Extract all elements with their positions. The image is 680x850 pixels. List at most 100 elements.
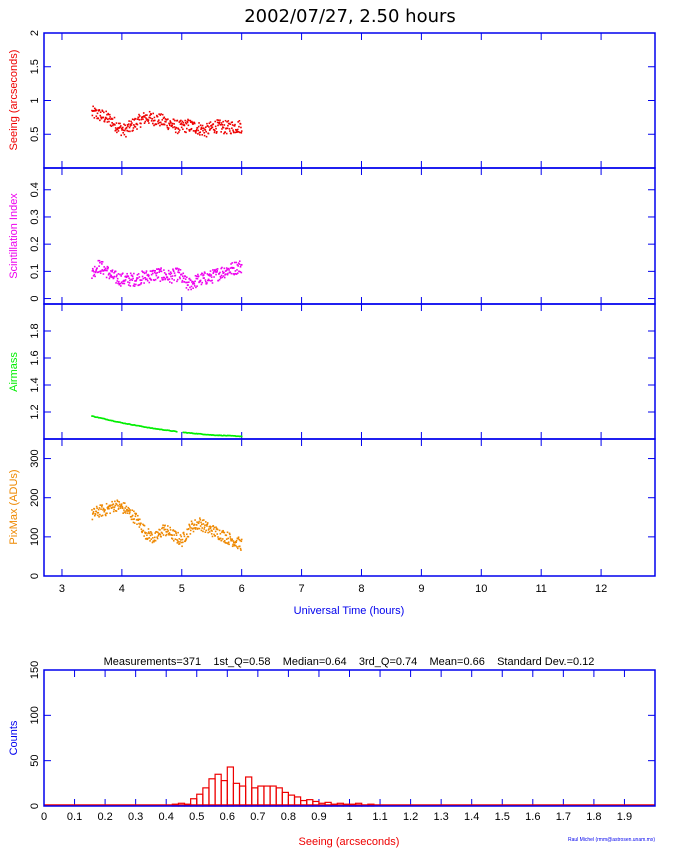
data-point <box>238 538 241 541</box>
data-point <box>127 123 130 125</box>
data-point <box>123 280 126 282</box>
data-point <box>215 127 217 130</box>
data-point <box>195 527 197 529</box>
data-point <box>178 271 181 274</box>
data-point <box>225 269 228 272</box>
data-point <box>205 282 208 285</box>
data-point <box>201 127 203 130</box>
data-point <box>187 528 190 530</box>
data-point <box>92 275 95 277</box>
data-point <box>225 534 228 537</box>
data-point <box>132 127 135 129</box>
data-point <box>163 269 165 271</box>
data-point <box>97 117 100 120</box>
data-point <box>180 273 183 276</box>
data-point <box>97 508 100 511</box>
data-point <box>196 521 198 523</box>
data-point <box>100 117 103 120</box>
data-point <box>175 532 177 535</box>
hist-bar <box>245 776 253 807</box>
data-point <box>231 262 234 264</box>
data-point <box>228 128 231 130</box>
data-point <box>124 124 126 127</box>
data-point <box>173 123 175 125</box>
data-point <box>141 270 143 273</box>
data-point <box>92 510 95 513</box>
data-point <box>143 524 146 527</box>
data-point <box>232 129 234 131</box>
data-point <box>150 532 153 534</box>
data-point <box>149 277 151 280</box>
data-point <box>159 114 162 116</box>
xtick-label: 9 <box>418 583 424 595</box>
data-point <box>120 504 123 507</box>
data-point <box>140 283 142 285</box>
data-point <box>108 113 111 116</box>
data-point <box>101 514 104 517</box>
data-point <box>144 114 147 116</box>
data-point <box>101 417 104 420</box>
data-point <box>152 272 154 275</box>
data-point <box>99 272 102 274</box>
data-point <box>218 434 220 436</box>
hist-xtick-label: 0.6 <box>220 811 235 823</box>
histogram-xlabel: Seeing (arcseconds) <box>299 836 400 848</box>
data-point <box>225 538 228 540</box>
data-point <box>109 276 111 278</box>
data-point <box>236 435 238 437</box>
data-point <box>200 273 202 276</box>
data-point <box>173 272 176 274</box>
data-point <box>105 116 107 119</box>
data-point <box>237 131 240 133</box>
data-point <box>216 528 219 531</box>
data-point <box>163 116 166 119</box>
data-point <box>167 128 170 131</box>
data-point <box>98 259 101 262</box>
data-point <box>213 533 215 536</box>
data-point <box>153 271 156 274</box>
data-point <box>185 281 187 284</box>
data-point <box>191 283 194 285</box>
data-point <box>113 508 115 511</box>
data-point <box>94 416 97 418</box>
data-point <box>132 277 134 280</box>
data-point <box>207 531 209 534</box>
data-point <box>219 271 221 274</box>
data-point <box>131 275 134 278</box>
data-point <box>104 513 107 516</box>
data-point <box>185 122 188 125</box>
data-point <box>174 430 177 433</box>
data-point <box>210 533 213 535</box>
data-point <box>208 528 210 530</box>
data-point <box>154 269 156 272</box>
data-point <box>156 536 158 538</box>
data-point <box>124 512 127 514</box>
data-point <box>202 129 204 132</box>
ylabel-pixmax: PixMax (ADUs) <box>8 469 20 544</box>
data-point <box>113 275 116 278</box>
data-point <box>130 424 133 426</box>
data-point <box>101 269 104 271</box>
data-point <box>194 280 196 283</box>
data-point <box>131 274 133 277</box>
data-point <box>193 121 196 124</box>
data-point <box>139 524 141 526</box>
data-point <box>195 128 198 131</box>
data-point <box>131 122 133 124</box>
data-point <box>182 531 185 534</box>
data-point <box>240 549 242 551</box>
data-point <box>91 509 93 511</box>
data-point <box>206 525 208 527</box>
data-point <box>118 122 120 125</box>
data-point <box>144 426 147 428</box>
data-point <box>195 132 197 134</box>
data-point <box>128 120 130 122</box>
data-point <box>137 116 140 119</box>
hist-ytick-label: 100 <box>29 706 41 724</box>
hist-xtick-label: 1 <box>346 811 352 823</box>
data-point <box>116 503 118 506</box>
author-credit: Raul Michel (rmm@astrosen.unam.mx) <box>568 837 655 843</box>
data-point <box>111 419 114 422</box>
data-point <box>155 428 157 430</box>
data-point <box>222 120 224 123</box>
